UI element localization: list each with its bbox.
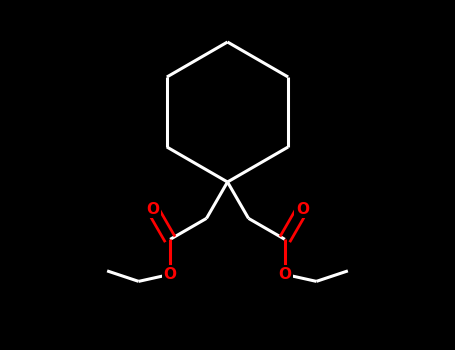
Text: O: O [296,202,309,217]
Text: O: O [278,267,291,282]
Text: O: O [164,267,177,282]
Text: O: O [146,202,159,217]
